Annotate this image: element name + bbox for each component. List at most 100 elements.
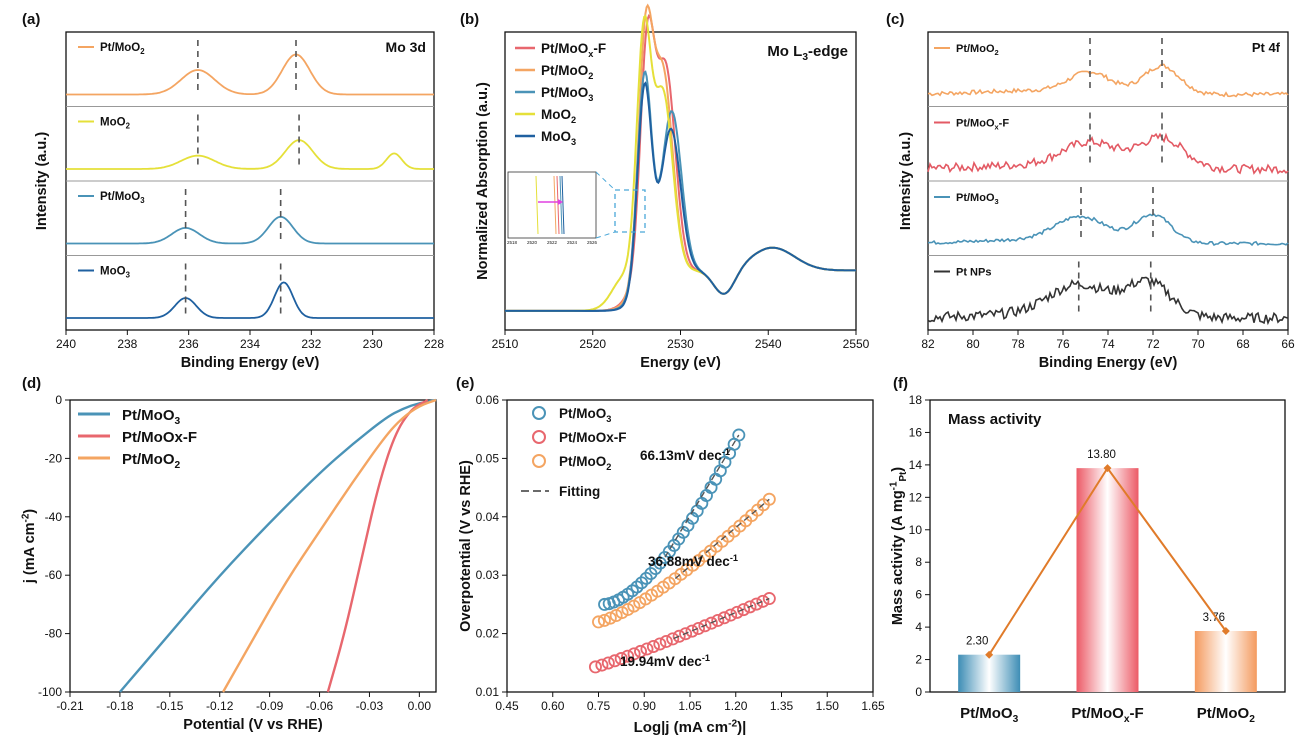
- panel-label-e: (e): [456, 375, 474, 392]
- x-axis-label: Binding Energy (eV): [1039, 355, 1178, 371]
- y-tick-label: 12: [909, 490, 923, 504]
- y-tick-label: 0: [915, 685, 922, 699]
- y-tick-label: -100: [38, 685, 62, 699]
- polarization-curve: [118, 398, 437, 693]
- y-tick-label: 8: [915, 555, 922, 569]
- spectrum-line: [66, 139, 434, 170]
- x-tick-label: 2550: [843, 337, 870, 351]
- x-tick-label: -0.03: [356, 699, 384, 713]
- category-label: Pt/MoO2: [1197, 705, 1256, 725]
- bar: [958, 654, 1021, 692]
- tafel-point: [711, 613, 725, 627]
- x-tick-label: 80: [966, 337, 980, 351]
- x-tick-label: 1.50: [816, 699, 840, 713]
- x-tick-label: 1.35: [770, 699, 794, 713]
- tafel-point: [730, 605, 744, 619]
- panel-d: (d) Pt/MoO3 Pt/MoOx-F Pt/MoO2 -0.21 -0.18 -0.1…: [20, 375, 437, 733]
- chart-title: Mass activity: [948, 411, 1042, 428]
- panel-label-f: (f): [893, 375, 908, 392]
- zoom-connector: [595, 171, 616, 191]
- x-tick-label: 1.20: [724, 699, 748, 713]
- legend-label: Pt/MoO3: [541, 85, 593, 103]
- y-tick-label: 0: [55, 393, 62, 407]
- x-tick-label: 0.45: [495, 699, 519, 713]
- legend-label: Pt/MoO2: [122, 451, 181, 471]
- x-tick-label: -0.12: [206, 699, 234, 713]
- x-tick-label: 66: [1281, 337, 1295, 351]
- x-axis-label: Binding Energy (eV): [181, 355, 320, 371]
- bar: [1076, 468, 1139, 692]
- legend-label: Pt/MoOx-F: [122, 429, 197, 446]
- spectrum-line: [927, 63, 1289, 98]
- polarization-curve: [326, 398, 429, 693]
- bar: [1194, 631, 1257, 692]
- panel-c: (c) Pt/MoO2 Pt/MoOx-F Pt/MoO3 Pt NPs Pt 4f 82 8…: [886, 11, 1295, 371]
- y-tick-label: 0.05: [476, 451, 500, 465]
- tafel-point: [666, 632, 680, 646]
- tafel-point: [614, 652, 628, 666]
- y-tick-label: -20: [45, 451, 63, 465]
- tafel-point: [756, 594, 770, 608]
- legend-label: Pt/MoO2: [100, 42, 145, 56]
- legend-label: Pt/MoO2: [541, 63, 593, 81]
- y-tick-label: 16: [909, 425, 923, 439]
- y-axis-label: Intensity (a.u.): [898, 132, 914, 230]
- zoom-box: [614, 189, 646, 233]
- tafel-point: [646, 639, 660, 653]
- tafel-point: [608, 654, 622, 668]
- absorption-line: [505, 81, 856, 312]
- tafel-point: [698, 619, 712, 633]
- x-tick-label: 76: [1056, 337, 1070, 351]
- panel-b: (b) Pt/MoOx-F Pt/MoO2 Pt/MoO3 MoO2 MoO3 Mo L3-…: [460, 3, 870, 371]
- x-tick-label: 78: [1011, 337, 1025, 351]
- panel-title: Mo 3d: [386, 39, 426, 55]
- panel-title: Pt 4f: [1252, 40, 1281, 55]
- inset-tick-label: 2522: [547, 240, 558, 245]
- panel-a: (a) Pt/MoO2 MoO2 Pt/MoO3 MoO3 Mo 3d 240 238 236 2…: [22, 11, 444, 371]
- x-tick-label: 238: [117, 337, 137, 351]
- y-tick-label: 0.01: [476, 685, 500, 699]
- legend-label: Pt/MoO3: [100, 191, 145, 205]
- tafel-point: [743, 600, 757, 614]
- legend-label: Pt/MoO2: [956, 43, 999, 57]
- tafel-point: [672, 629, 686, 643]
- y-tick-label: 0.04: [476, 510, 500, 524]
- tafel-point: [732, 428, 746, 442]
- tafel-point: [597, 613, 611, 627]
- bar-value-label: 2.30: [966, 636, 988, 648]
- legend-label: Pt/MoOx-F: [956, 118, 1009, 132]
- legend-label: MoO3: [541, 129, 576, 147]
- panel-label-c: (c): [886, 11, 904, 28]
- legend-label: Pt/MoO2: [559, 454, 611, 472]
- inset-line: [561, 175, 565, 235]
- tafel-point: [598, 597, 612, 611]
- tafel-point: [588, 660, 602, 674]
- panel-title: Mo L3-edge: [767, 43, 848, 63]
- x-tick-label: 2510: [492, 337, 519, 351]
- legend-label: Pt/MoOx-F: [541, 41, 606, 59]
- tafel-point: [634, 644, 648, 658]
- x-tick-label: 72: [1146, 337, 1160, 351]
- legend-label: Pt/MoO3: [956, 192, 999, 206]
- y-tick-label: 18: [909, 393, 923, 407]
- polarization-curve: [222, 398, 437, 693]
- y-tick-label: 2: [915, 653, 922, 667]
- inset-tick-label: 2518: [507, 240, 518, 245]
- y-tick-label: 6: [915, 588, 922, 602]
- tafel-point: [704, 616, 718, 630]
- legend-label: MoO3: [100, 266, 131, 280]
- zoom-connector: [595, 231, 616, 239]
- x-tick-label: -0.21: [56, 699, 84, 713]
- inset-arrowhead: [558, 199, 563, 205]
- legend-label: Pt/MoO3: [559, 406, 611, 424]
- tafel-point: [724, 608, 738, 622]
- tafel-point: [621, 649, 635, 663]
- tafel-point: [717, 611, 731, 625]
- x-axis-label: Log|j (mA cm-2)|: [634, 718, 747, 736]
- x-tick-label: 228: [424, 337, 444, 351]
- x-tick-label: 1.65: [861, 699, 885, 713]
- inset-line: [535, 175, 539, 235]
- panel-e: (e) Pt/MoO3 66.13mV dec-1 Pt/MoOx-F 19.94mV …: [456, 375, 885, 736]
- y-tick-label: 0.03: [476, 568, 500, 582]
